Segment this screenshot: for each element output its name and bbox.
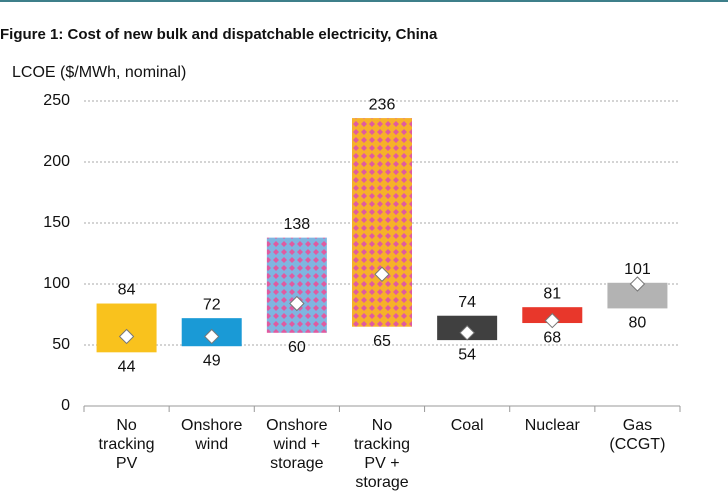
y-tick-label: 150	[43, 214, 70, 231]
y-tick-label: 100	[43, 275, 70, 292]
value-label: 49	[203, 352, 221, 369]
y-tick-label: 200	[43, 153, 70, 170]
chart-title: Figure 1: Cost of new bulk and dispatcha…	[0, 26, 438, 43]
midpoint-marker	[629, 276, 646, 292]
value-label: 138	[284, 216, 311, 233]
midpoint-marker	[118, 328, 135, 345]
value-label: 236	[369, 96, 396, 113]
value-label: 72	[203, 296, 221, 313]
x-tick-label: Onshore wind	[181, 417, 243, 453]
x-tick-label: Nuclear	[524, 417, 580, 434]
midpoint-marker	[374, 266, 390, 282]
value-label: 80	[629, 315, 647, 332]
midpoint-marker	[289, 295, 305, 312]
y-axis-label: LCOE ($/MWh, nominal)	[12, 64, 186, 81]
x-tick-label: Gas (CCGT)	[609, 417, 666, 453]
value-label: 44	[118, 359, 136, 376]
y-tick-label: 250	[43, 92, 70, 109]
y-tick-label: 0	[61, 397, 70, 414]
x-tick-label: Coal	[450, 417, 484, 434]
value-label: 101	[624, 261, 651, 278]
x-tick-label: No tracking PV + storage	[353, 417, 411, 491]
value-label: 65	[373, 333, 391, 350]
midpoint-marker	[204, 328, 220, 345]
midpoint-marker	[459, 325, 475, 341]
value-label: 84	[118, 282, 136, 299]
value-label: 81	[543, 285, 561, 302]
value-label: 54	[458, 346, 476, 363]
x-tick-label: Onshore wind + storage	[266, 417, 328, 472]
range-bar	[266, 237, 327, 333]
value-label: 60	[288, 339, 306, 356]
y-tick-label: 50	[52, 336, 70, 353]
value-label: 68	[543, 329, 561, 346]
midpoint-marker	[544, 312, 560, 329]
x-tick-label: No tracking PV	[98, 417, 155, 472]
range-bar	[96, 303, 157, 353]
value-label: 74	[458, 294, 476, 311]
range-bar	[352, 118, 412, 327]
